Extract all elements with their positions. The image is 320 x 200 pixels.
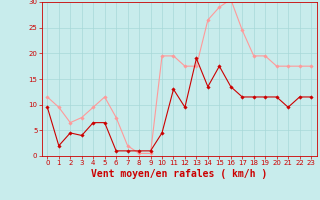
X-axis label: Vent moyen/en rafales ( km/h ): Vent moyen/en rafales ( km/h ) (91, 169, 267, 179)
